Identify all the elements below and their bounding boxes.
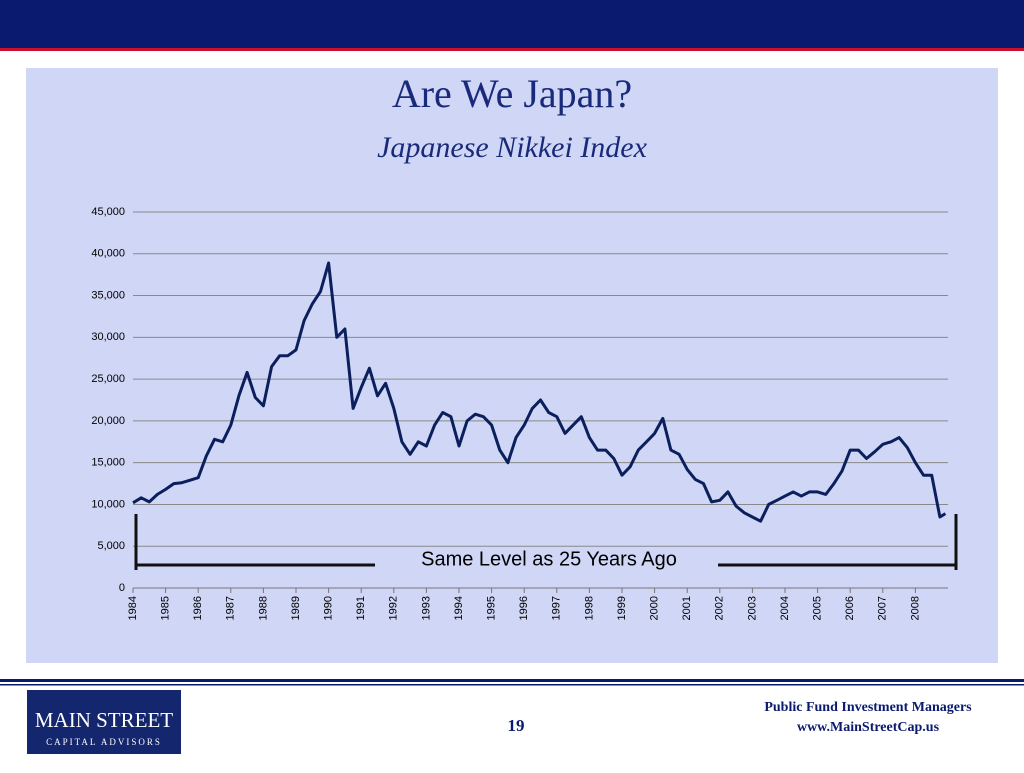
chart-title: Are We Japan? [392,71,632,116]
x-tick-label: 1996 [518,596,530,620]
y-tick-label: 35,000 [91,289,125,301]
y-tick-label: 0 [119,582,125,594]
x-tick-label: 1992 [388,596,400,620]
x-tick-label: 1985 [160,596,172,620]
x-tick-label: 1989 [290,596,302,620]
y-tick-label: 15,000 [91,457,125,469]
website: www.MainStreetCap.us [797,720,940,735]
x-tick-label: 2008 [909,596,921,620]
x-tick-label: 2007 [877,596,889,620]
footer-rule [0,679,1024,682]
y-tick-label: 40,000 [91,248,125,260]
y-tick-label: 45,000 [91,206,125,218]
header-bar [0,0,1024,48]
chart-subtitle: Japanese Nikkei Index [377,131,648,164]
x-tick-label: 1990 [323,596,335,620]
x-tick-label: 1997 [551,596,563,620]
x-tick-label: 1993 [420,596,432,620]
logo [27,690,181,754]
y-tick-label: 10,000 [91,498,125,510]
logo-tagline: CAPITAL ADVISORS [46,737,162,747]
x-tick-label: 2003 [746,596,758,620]
page-number: 19 [508,716,525,735]
y-tick-label: 30,000 [91,331,125,343]
x-tick-label: 1986 [192,596,204,620]
header-stripe [0,48,1024,51]
x-tick-label: 1998 [583,596,595,620]
x-tick-label: 2005 [812,596,824,620]
logo-name: MAIN STREET [35,708,173,732]
annotation: Same Level as 25 Years Ago [421,548,677,570]
x-tick-label: 1984 [127,596,139,620]
x-tick-label: 2002 [714,596,726,620]
x-tick-label: 2000 [649,596,661,620]
x-tick-label: 1991 [355,596,367,620]
x-tick-label: 1988 [257,596,269,620]
company: Public Fund Investment Managers [764,700,972,715]
footer-rule [0,684,1024,686]
y-tick-label: 20,000 [91,415,125,427]
x-tick-label: 2006 [844,596,856,620]
x-tick-label: 2001 [681,596,693,620]
y-tick-label: 5,000 [97,540,125,552]
x-tick-label: 1995 [486,596,498,620]
x-tick-label: 1987 [225,596,237,620]
y-tick-label: 25,000 [91,373,125,385]
bracket [134,514,958,570]
x-tick-label: 1994 [453,596,465,620]
line [132,261,947,523]
x-tick-label: 2004 [779,596,791,620]
x-tick-label: 1999 [616,596,628,620]
